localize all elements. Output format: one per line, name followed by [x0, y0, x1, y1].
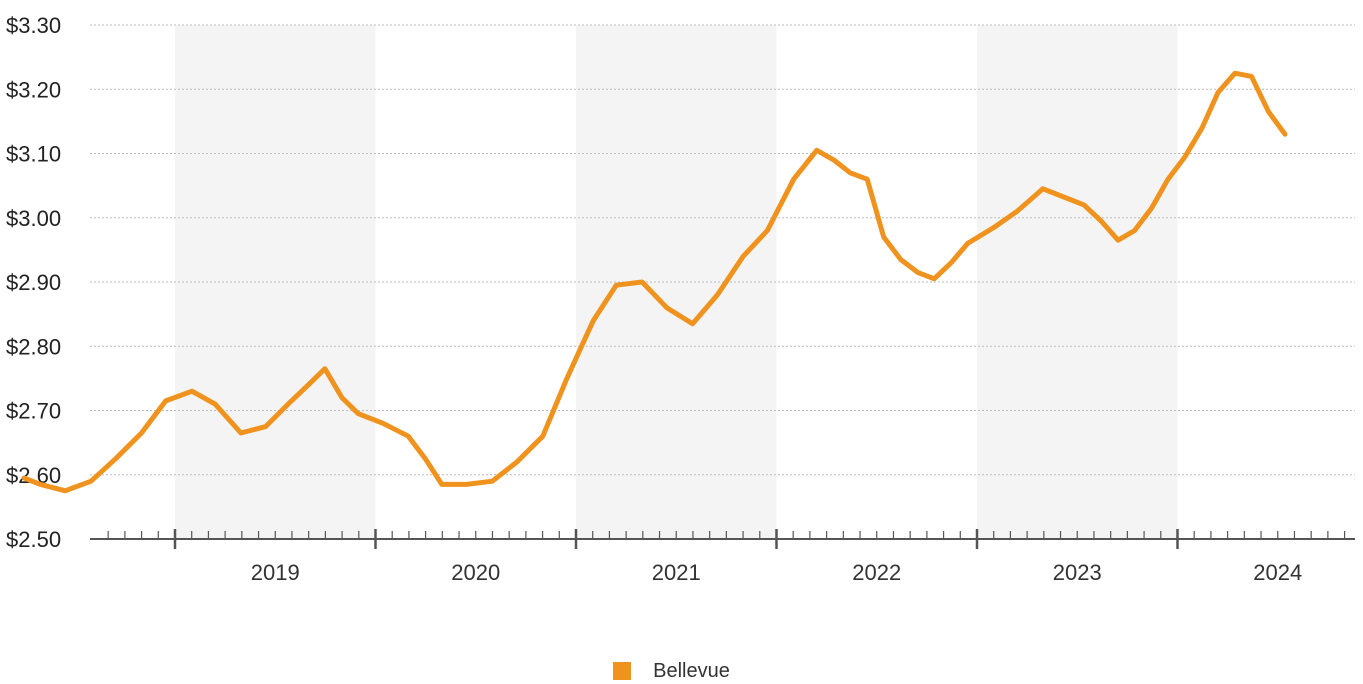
- x-tick-label: 2021: [652, 560, 701, 585]
- x-tick-label: 2023: [1053, 560, 1102, 585]
- legend-label-bellevue: Bellevue: [653, 659, 730, 682]
- y-tick-label: $2.80: [6, 334, 61, 359]
- y-tick-label: $2.70: [6, 399, 61, 424]
- y-tick-label: $3.20: [6, 77, 61, 102]
- x-tick-label: 2020: [451, 560, 500, 585]
- series-line-bellevue: [21, 70, 1288, 494]
- y-tick-label: $3.30: [6, 13, 61, 38]
- series-lines: [21, 70, 1288, 494]
- y-axis: $2.50$2.60$2.70$2.80$2.90$3.00$3.10$3.20…: [6, 13, 61, 552]
- y-tick-label: $2.50: [6, 527, 61, 552]
- x-tick-label: 2024: [1253, 560, 1302, 585]
- x-tick-label: 2019: [251, 560, 300, 585]
- legend: Bellevue: [0, 658, 1363, 684]
- legend-swatch-bellevue: [613, 662, 632, 680]
- y-tick-label: $2.90: [6, 270, 61, 295]
- y-tick-label: $3.10: [6, 142, 61, 167]
- gridlines: [90, 24, 1355, 476]
- x-axis: 2019 2020 2021 2022 2023 2024: [90, 529, 1355, 585]
- y-tick-label: $3.00: [6, 206, 61, 231]
- x-tick-label: 2022: [852, 560, 901, 585]
